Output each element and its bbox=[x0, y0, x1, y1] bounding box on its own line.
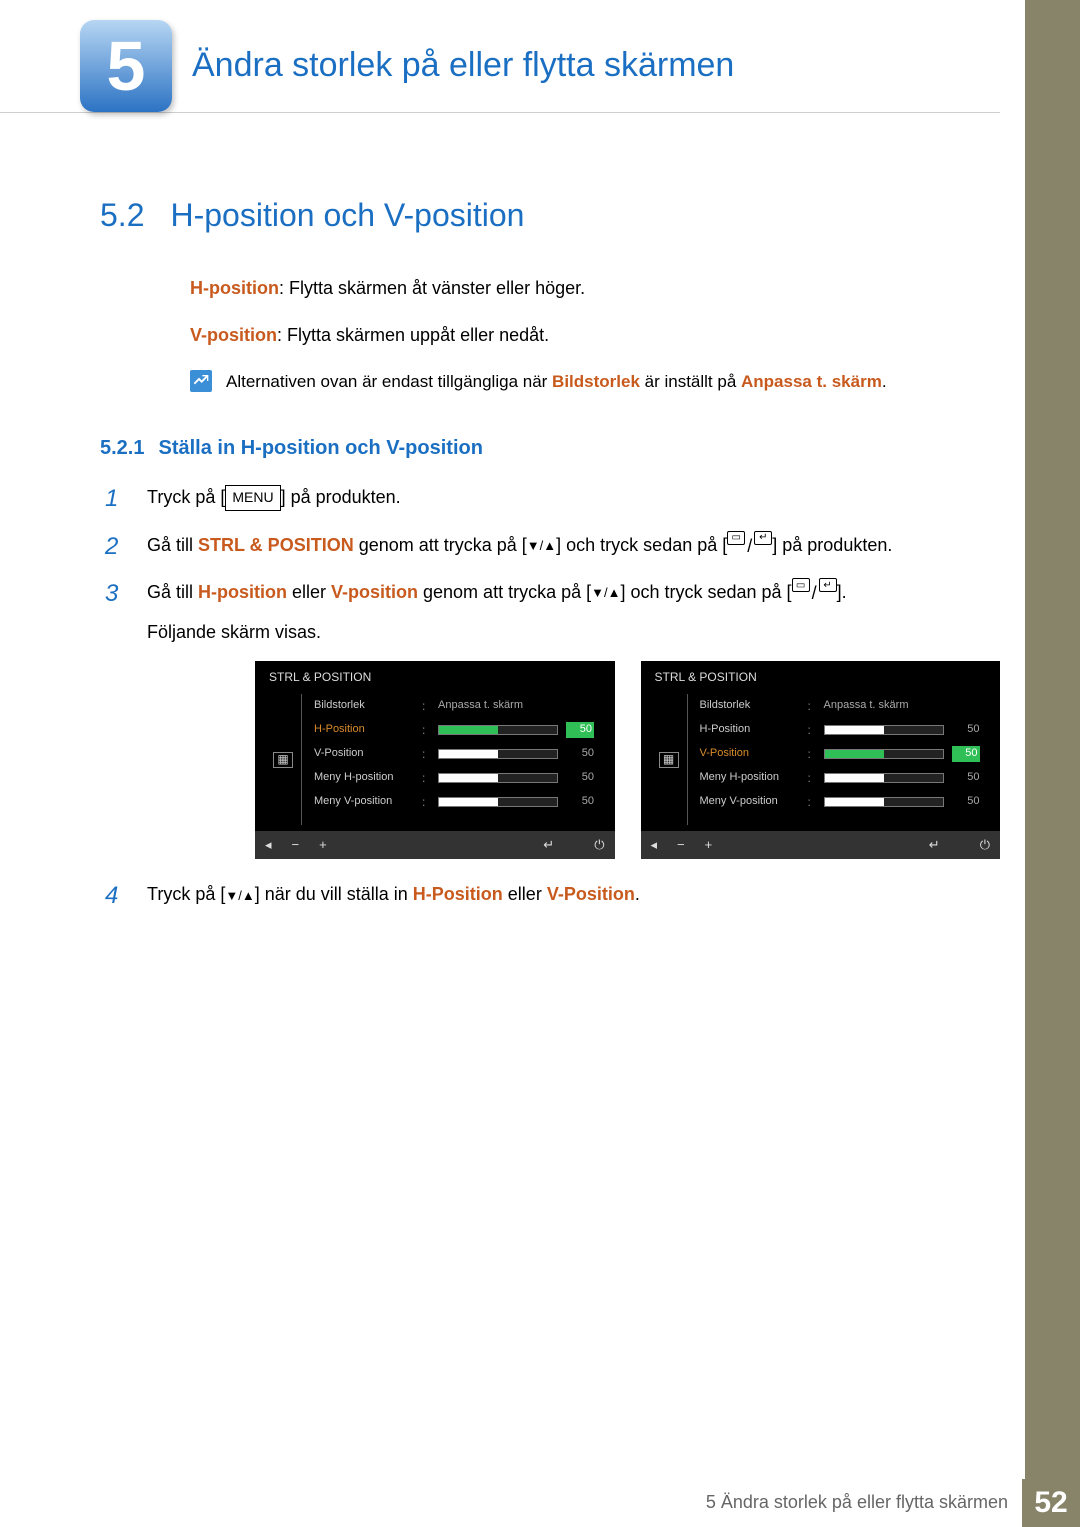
section-number: 5.2 bbox=[100, 193, 144, 238]
right-color-bar bbox=[1025, 0, 1080, 1527]
def-h: H-position: Flytta skärmen åt vänster el… bbox=[190, 276, 980, 301]
chapter-header: 5 Ändra storlek på eller flytta skärmen bbox=[0, 0, 1000, 113]
body-content: H-position: Flytta skärmen åt vänster el… bbox=[190, 276, 980, 394]
back-icon: ◂ bbox=[651, 836, 658, 854]
def-h-text: : Flytta skärmen åt vänster eller höger. bbox=[279, 278, 585, 298]
section-heading: 5.2 H-position och V-position bbox=[100, 193, 1080, 238]
chapter-number: 5 bbox=[80, 20, 172, 112]
down-up-arrow-icon: ▼/▲ bbox=[225, 885, 254, 907]
enter-icon: ↵ bbox=[543, 836, 554, 854]
size-position-icon: ▦ bbox=[273, 752, 293, 768]
power-icon: ⏻ bbox=[594, 836, 604, 854]
down-up-arrow-icon: ▼/▲ bbox=[527, 535, 556, 557]
enter-icons: ▭/↵ bbox=[792, 578, 837, 609]
chapter-number-badge: 5 bbox=[80, 20, 172, 112]
subsection-heading: 5.2.1 Ställa in H-position och V-positio… bbox=[100, 434, 980, 462]
enter-icons: ▭/↵ bbox=[727, 531, 772, 562]
steps-list: 1 Tryck på [MENU] på produkten. 2 Gå til… bbox=[105, 482, 1000, 913]
section-title: H-position och V-position bbox=[170, 193, 524, 238]
step-3: 3 Gå till H-position eller V-position ge… bbox=[105, 577, 1000, 647]
enter-icon: ↵ bbox=[929, 836, 940, 854]
def-v: V-position: Flytta skärmen uppåt eller n… bbox=[190, 323, 980, 348]
osd-screenshots: STRL & POSITION ▦ Bildstorlek:Anpassa t.… bbox=[255, 661, 1000, 859]
back-icon: ◂ bbox=[265, 836, 272, 854]
power-icon: ⏻ bbox=[980, 836, 990, 854]
step-1: 1 Tryck på [MENU] på produkten. bbox=[105, 482, 1000, 516]
osd-left: STRL & POSITION ▦ Bildstorlek:Anpassa t.… bbox=[255, 661, 615, 859]
def-v-term: V-position bbox=[190, 325, 277, 345]
plus-icon: + bbox=[705, 836, 713, 854]
plus-icon: + bbox=[319, 836, 327, 854]
size-position-icon: ▦ bbox=[659, 752, 679, 768]
down-up-arrow-icon: ▼/▲ bbox=[591, 582, 620, 604]
note-text: Alternativen ovan är endast tillgängliga… bbox=[226, 370, 887, 394]
subsection-number: 5.2.1 bbox=[100, 434, 144, 462]
minus-icon: − bbox=[292, 836, 300, 854]
osd-right: STRL & POSITION ▦ Bildstorlek:Anpassa t.… bbox=[641, 661, 1001, 859]
minus-icon: − bbox=[677, 836, 685, 854]
note: Alternativen ovan är endast tillgängliga… bbox=[190, 370, 980, 394]
subsection-title: Ställa in H-position och V-position bbox=[158, 434, 482, 462]
page-footer: 5 Ändra storlek på eller flytta skärmen … bbox=[0, 1479, 1080, 1527]
footer-page-number: 52 bbox=[1022, 1479, 1080, 1527]
def-v-text: : Flytta skärmen uppåt eller nedåt. bbox=[277, 325, 549, 345]
osd-footer: ◂ − + ↵ ⏻ bbox=[255, 831, 615, 859]
step-2: 2 Gå till STRL & POSITION genom att tryc… bbox=[105, 530, 1000, 564]
menu-button-label: MENU bbox=[225, 485, 280, 511]
def-h-term: H-position bbox=[190, 278, 279, 298]
note-icon bbox=[190, 370, 212, 392]
osd-footer: ◂ − + ↵ ⏻ bbox=[641, 831, 1001, 859]
step-4: 4 Tryck på [▼/▲] när du vill ställa in H… bbox=[105, 879, 1000, 913]
footer-text: 5 Ändra storlek på eller flytta skärmen bbox=[706, 1479, 1022, 1527]
chapter-title: Ändra storlek på eller flytta skärmen bbox=[192, 42, 734, 90]
